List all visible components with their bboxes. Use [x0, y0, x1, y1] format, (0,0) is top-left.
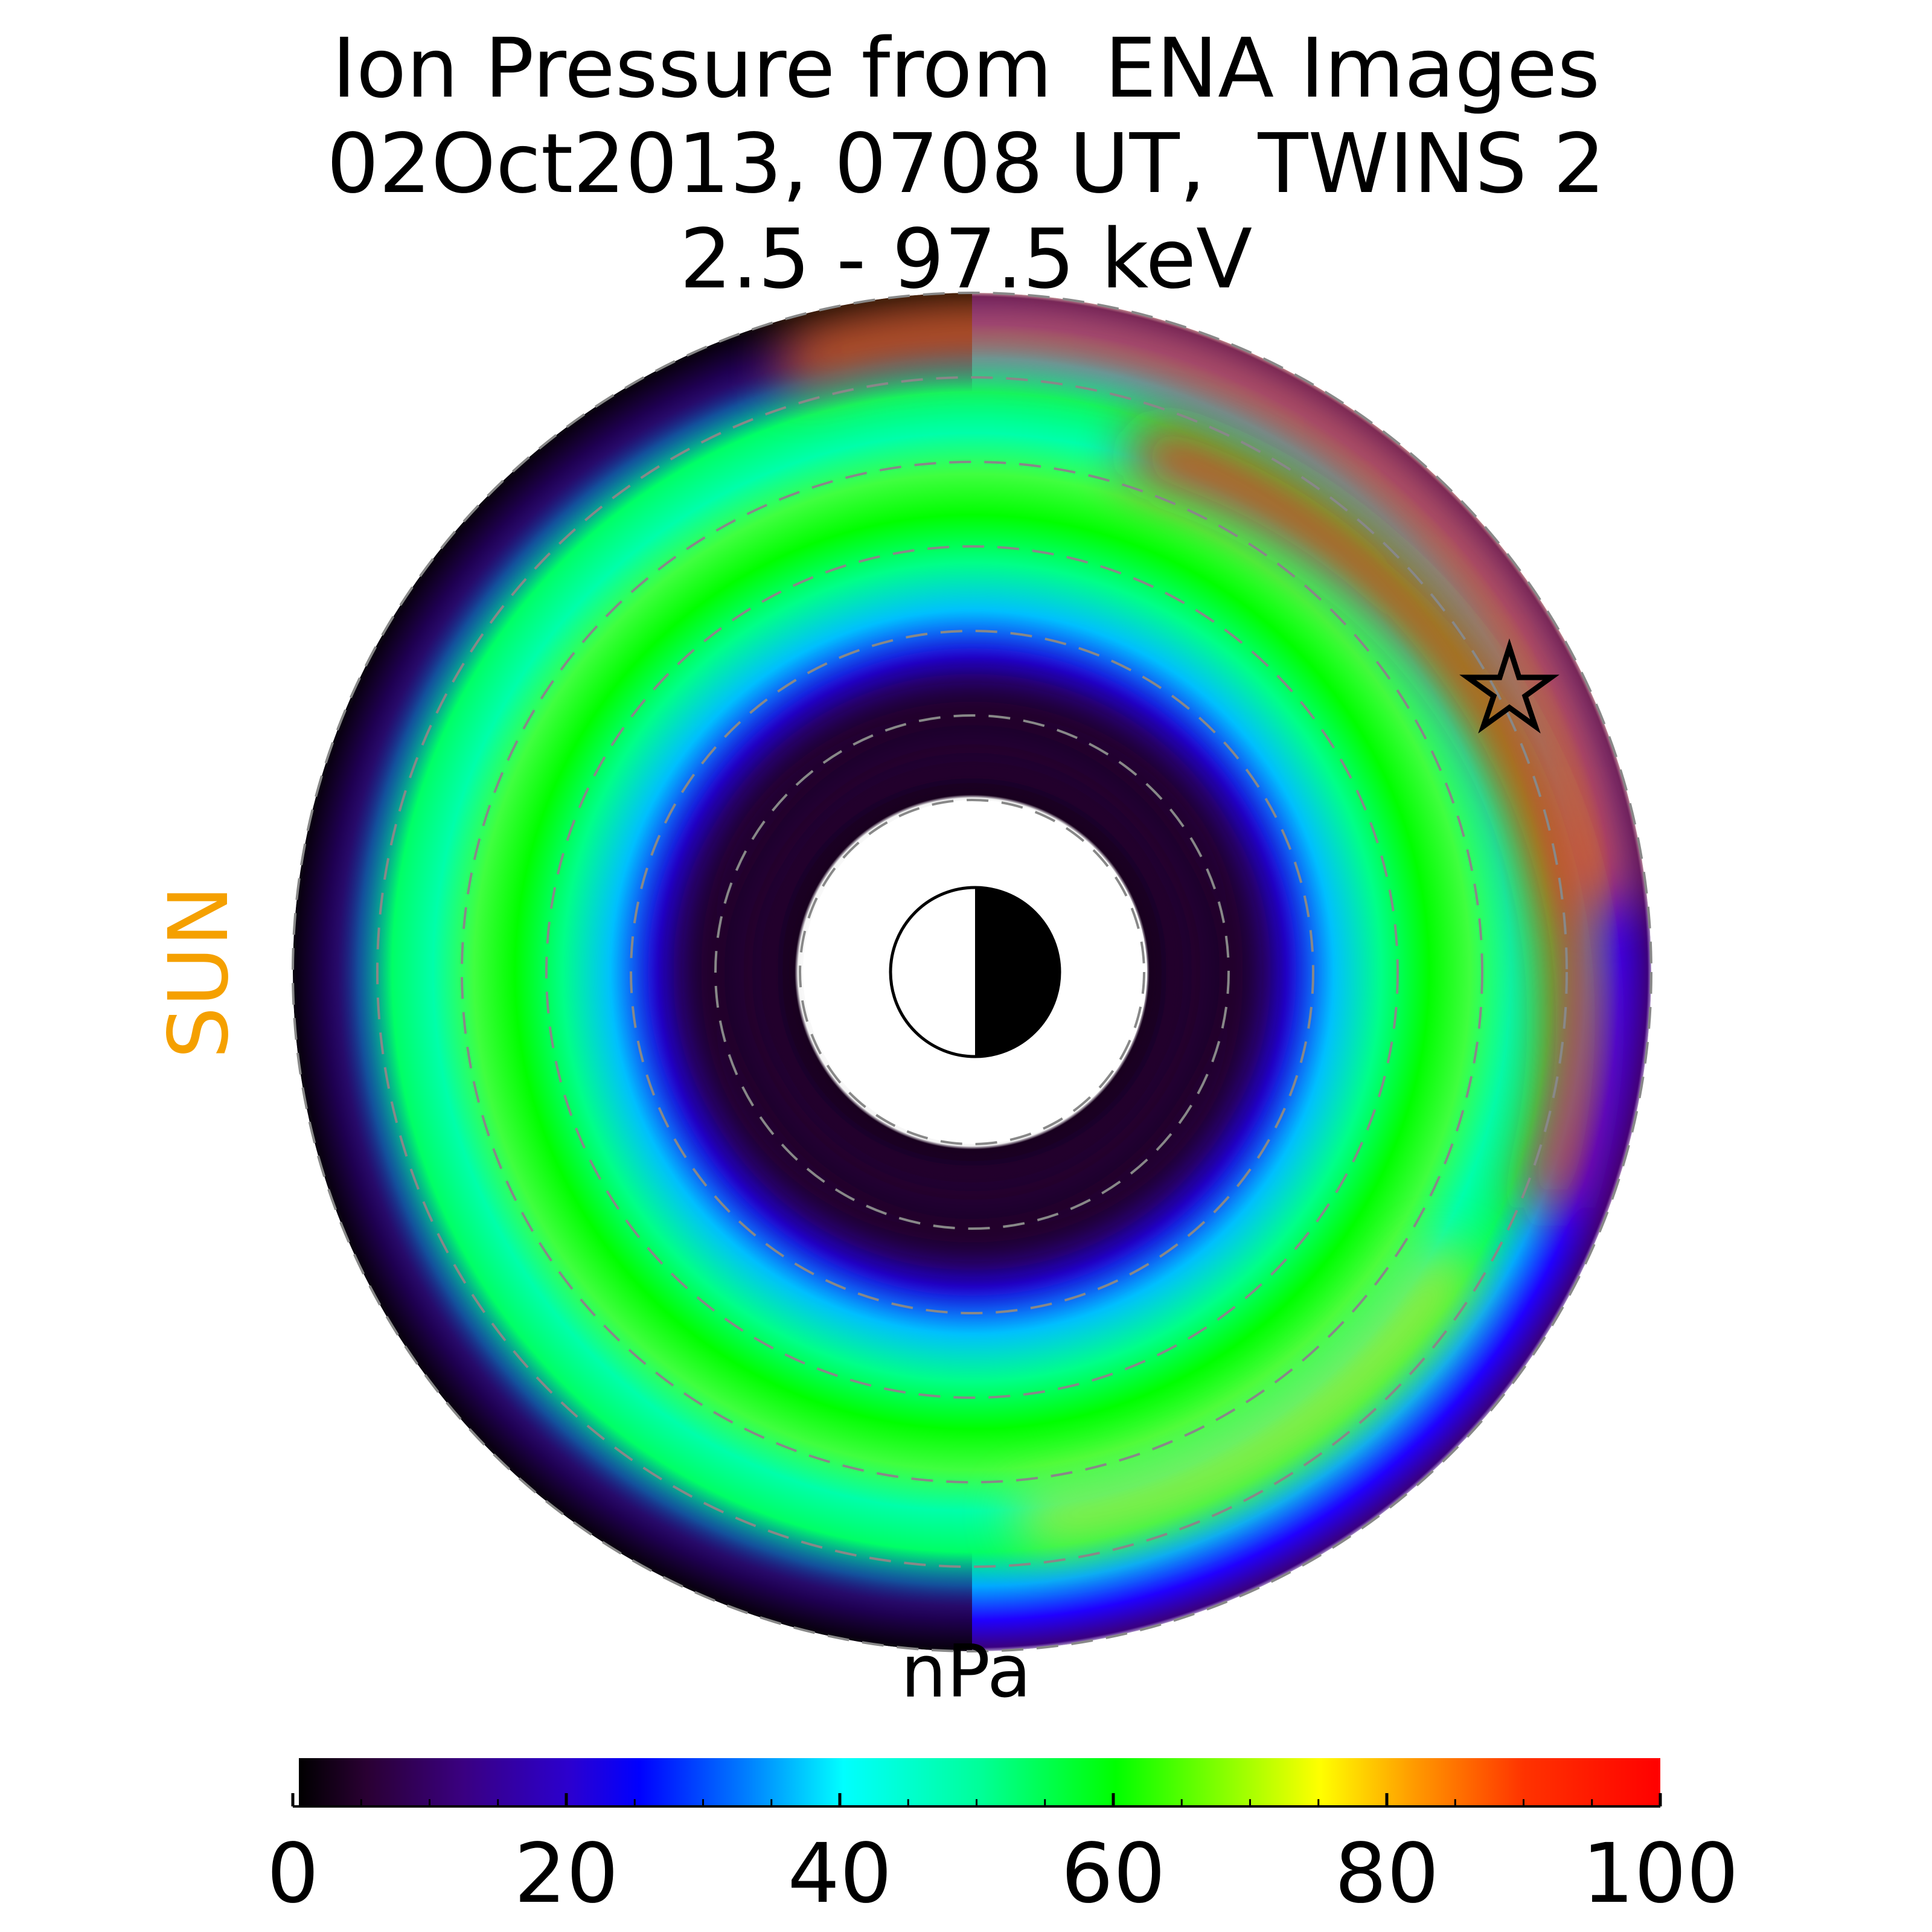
earth-icon [889, 886, 1061, 1058]
chart-title-line-3: 2.5 - 97.5 keV [679, 212, 1253, 307]
heatmap-orange-band [785, 305, 1630, 906]
colorbar-tick-label: 100 [1582, 1826, 1739, 1922]
colorbar: 0 20 40 60 80 100 [267, 1758, 1739, 1922]
chart-title-line-2: 02Oct2013, 0708 UT, TWINS 2 [327, 117, 1605, 212]
colorbar-gradient [299, 1758, 1660, 1806]
ring-6 [714, 714, 1230, 1230]
colorbar-tick-label: 20 [514, 1826, 618, 1922]
colorbar-tick-label: 60 [1061, 1826, 1165, 1922]
heatmap-red-band [1123, 423, 1599, 1208]
colorbar-tick-labels: 0 20 40 60 80 100 [267, 1826, 1739, 1922]
heatmap-yellow-band [1014, 1244, 1479, 1546]
ring-5 [630, 630, 1314, 1314]
heatmap-dayside-dark-rim [293, 293, 972, 1651]
ring-2 [376, 376, 1568, 1568]
colorbar-ticks [291, 1793, 1662, 1806]
ring-1 [292, 292, 1652, 1652]
ring-4 [545, 545, 1399, 1399]
distance-rings [292, 292, 1652, 1652]
colorbar-tick-label: 40 [787, 1826, 892, 1922]
chart-title-line-1: Ion Pressure from ENA Images [331, 21, 1601, 117]
colorbar-tick-label: 80 [1334, 1826, 1439, 1922]
spacecraft-position-star-icon [1459, 638, 1559, 734]
heatmap-inner-trough [673, 673, 1271, 1271]
colorbar-tick-label: 0 [267, 1826, 319, 1922]
ring-7 [799, 799, 1145, 1145]
colorbar-unit-label: nPa [900, 1630, 1032, 1714]
ring-3 [461, 461, 1483, 1483]
